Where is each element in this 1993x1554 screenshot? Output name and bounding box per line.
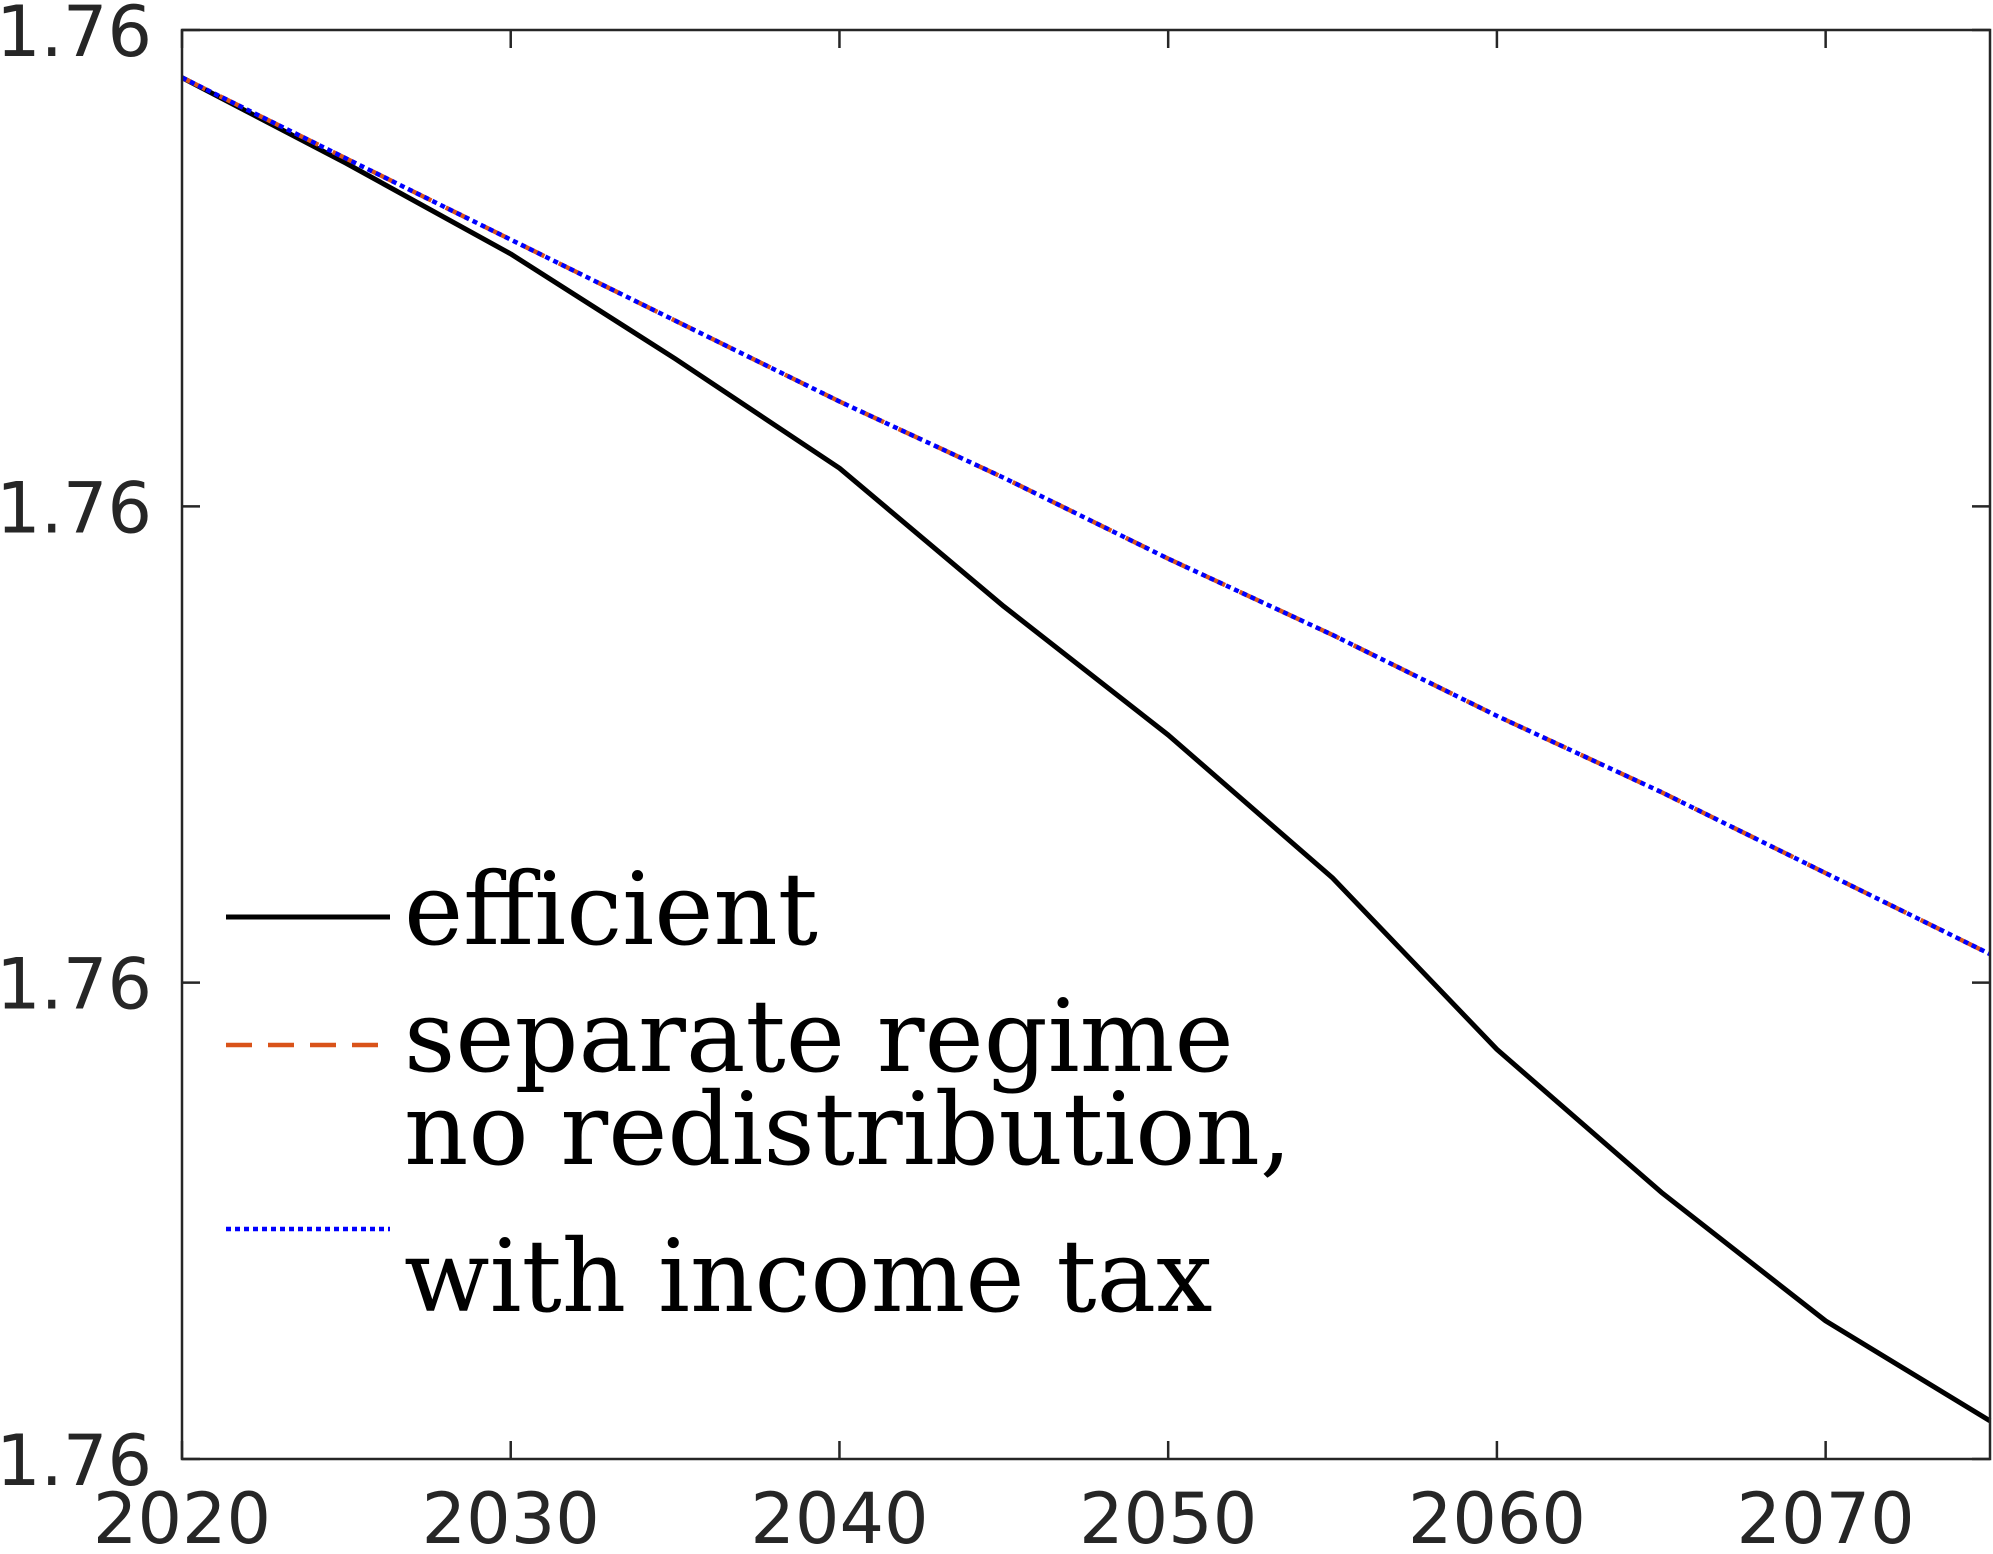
y-tick-label: 1.76 (0, 944, 152, 1026)
legend-label-3: no redistribution, (404, 1071, 1292, 1188)
x-tick-label: 2060 (1408, 1478, 1586, 1554)
legend-label-2: separate regime (404, 978, 1234, 1095)
y-tick-label: 1.76 (0, 1420, 152, 1502)
plot-area-frame (180, 28, 1992, 1461)
x-tick-label: 2020 (93, 1478, 271, 1554)
series-line-1 (180, 75, 1992, 1424)
chart-marks (180, 75, 1992, 1424)
y-tick-label: 1.76 (0, 0, 152, 73)
x-tick-label: 2050 (1079, 1478, 1257, 1554)
x-tick-label: 2040 (750, 1478, 928, 1554)
y-tick-label: 1.76 (0, 467, 152, 549)
x-tick-label: 2070 (1737, 1478, 1915, 1554)
legend-label-1: efficient (404, 851, 818, 968)
x-tick-label: 2030 (422, 1478, 600, 1554)
series-line-3 (181, 75, 1991, 957)
legend-label-3: with income tax (404, 1218, 1213, 1335)
